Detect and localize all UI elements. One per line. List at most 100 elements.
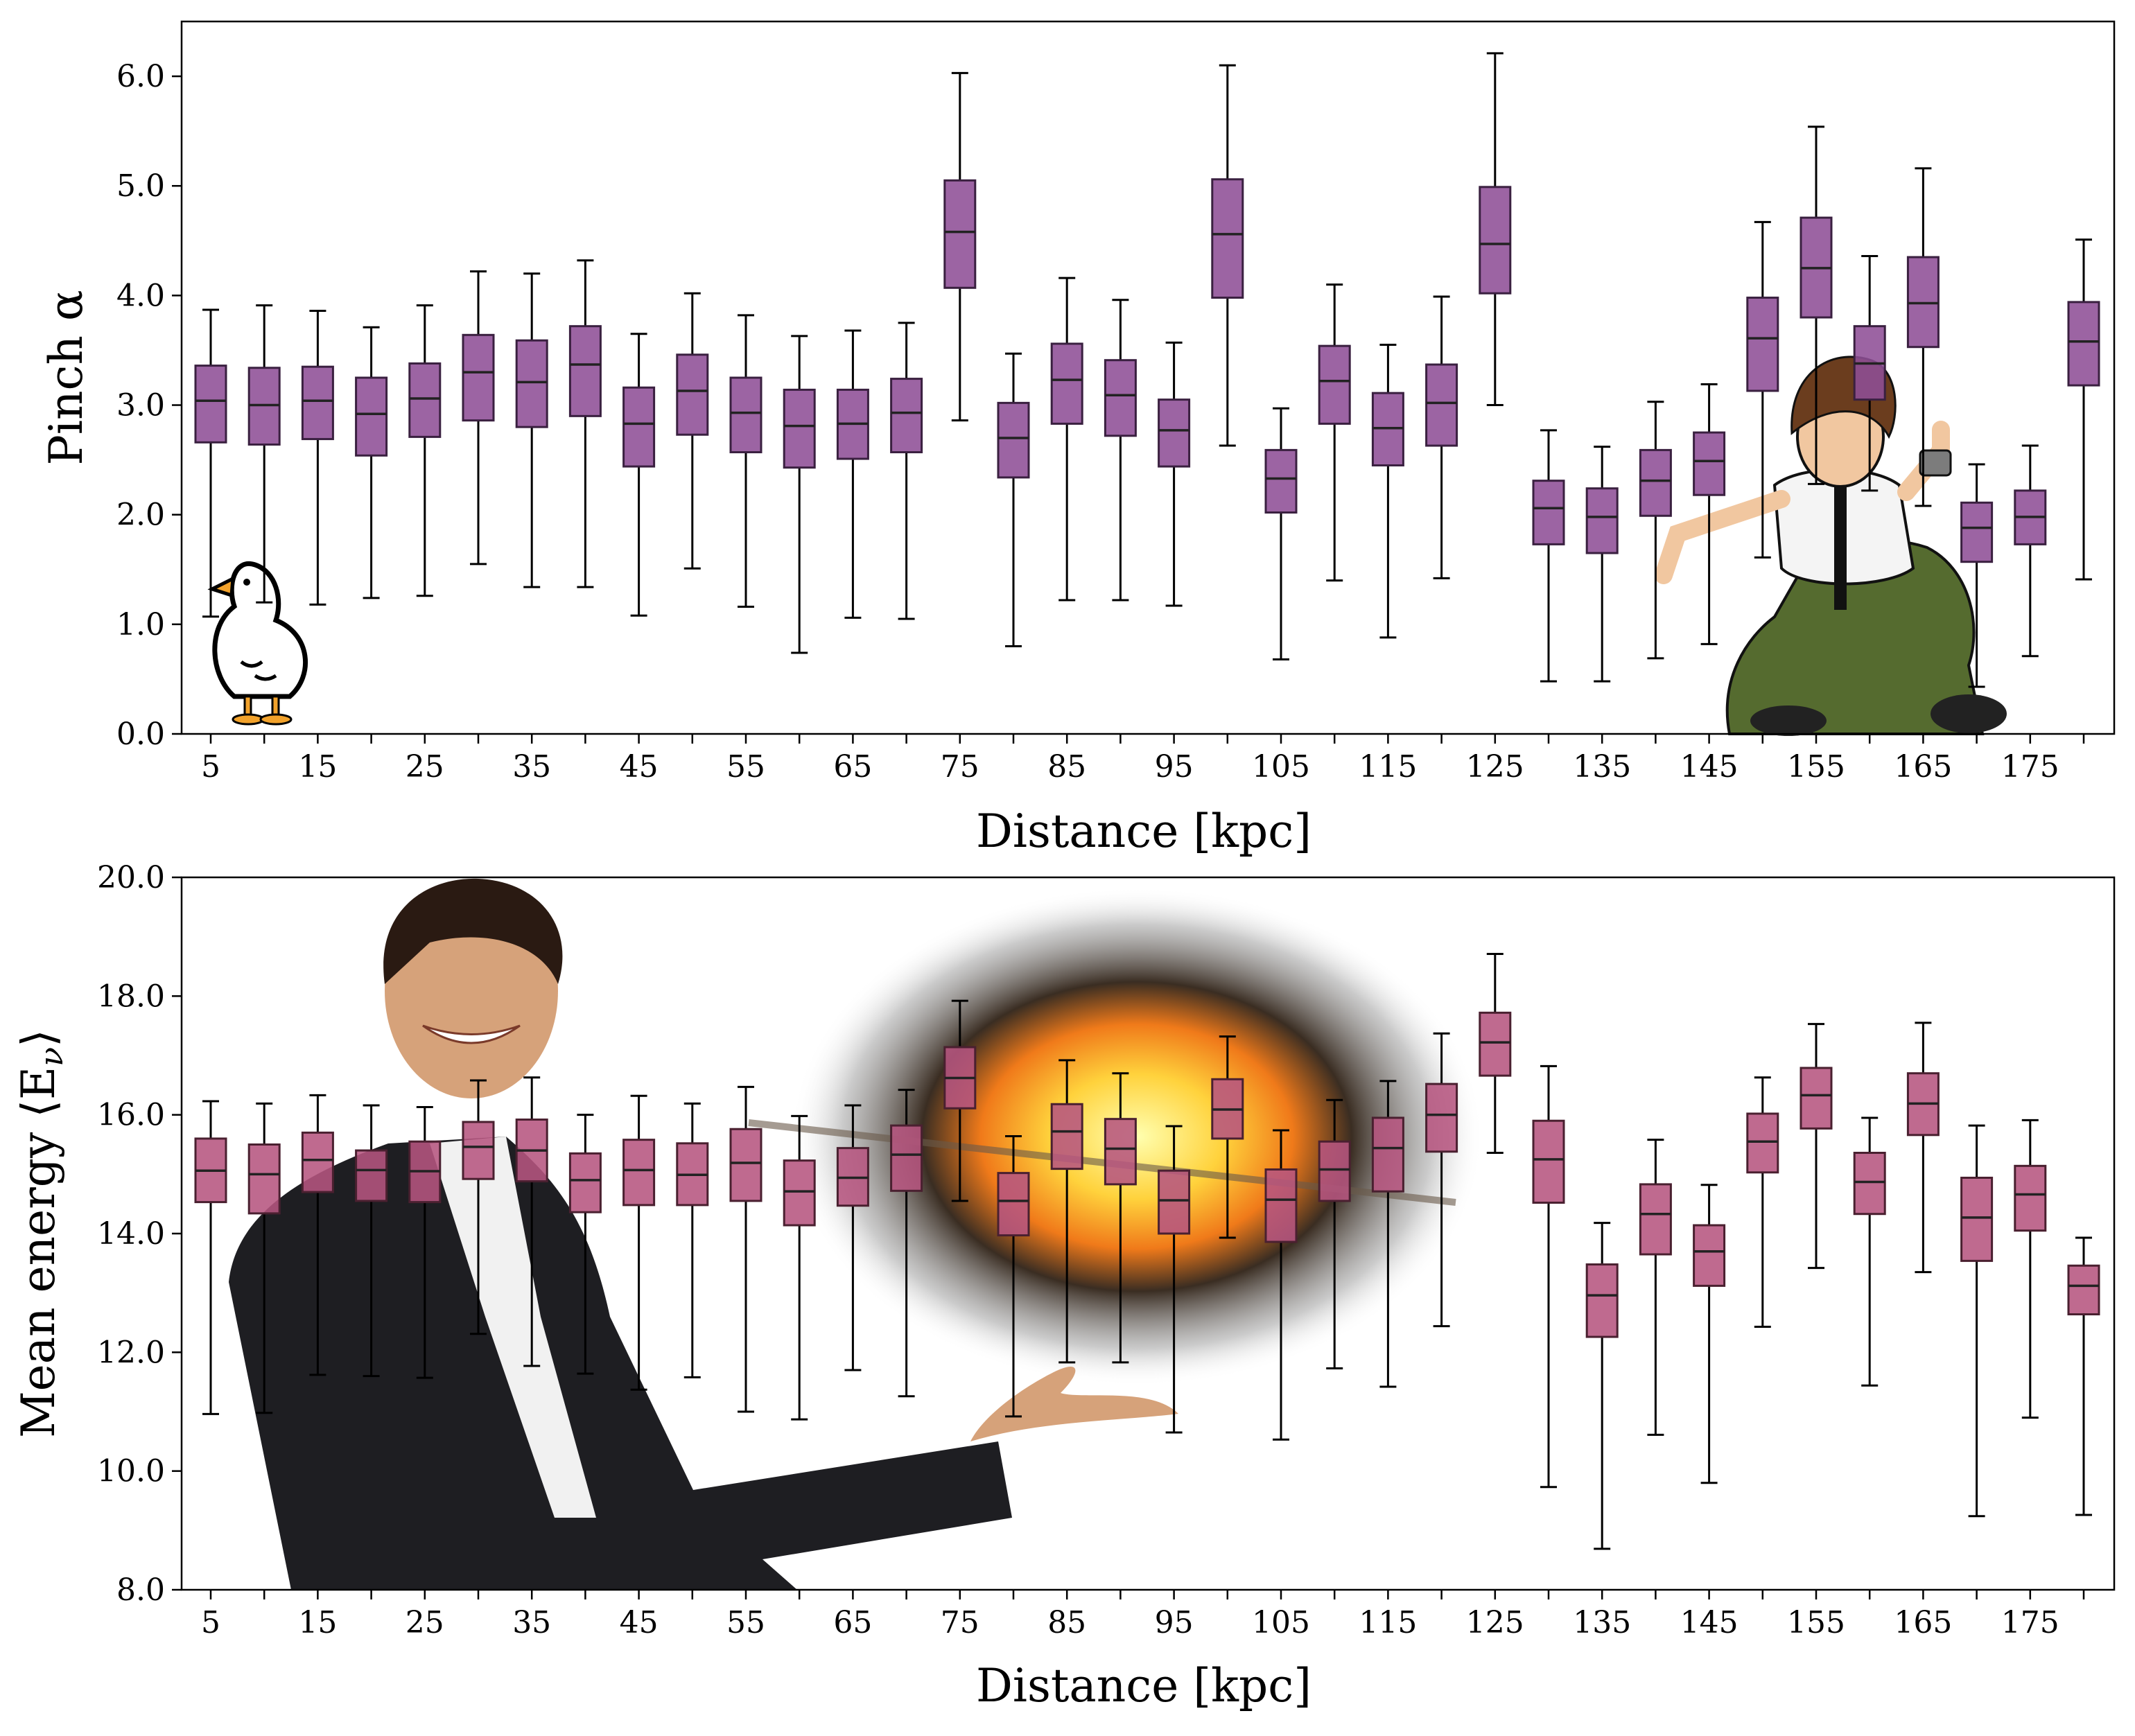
energy-iqr-box — [1585, 1263, 1619, 1338]
energy-boxes — [194, 953, 2100, 1550]
energy-box-60 — [783, 1114, 816, 1421]
energy-x-tick-label: 45 — [620, 1605, 659, 1640]
energy-box-15 — [301, 1094, 334, 1376]
pinch-box-55 — [729, 314, 762, 608]
pinch-iqr-box — [729, 376, 762, 454]
energy-y-tick-label: 18.0 — [97, 979, 165, 1014]
pinch-iqr-box — [2067, 301, 2100, 387]
pinch-box-120 — [1425, 295, 1458, 579]
energy-x-tick-label: 55 — [726, 1605, 765, 1640]
pinch-iqr-box — [1532, 480, 1565, 545]
energy-iqr-box — [1853, 1151, 1886, 1216]
pinch-box-155 — [1800, 125, 1833, 485]
pinch-box-165 — [1906, 167, 1940, 507]
energy-box-90 — [1104, 1072, 1137, 1364]
energy-x-tick-label: 105 — [1252, 1605, 1310, 1640]
pinch-box-35 — [515, 272, 548, 588]
energy-box-30 — [462, 1079, 495, 1335]
pinch-box-10 — [247, 304, 281, 604]
energy-iqr-box — [1050, 1103, 1083, 1171]
energy-y-tick-label: 14.0 — [97, 1216, 165, 1252]
pinch-box-30 — [462, 270, 495, 565]
energy-iqr-box — [1158, 1169, 1191, 1235]
pinch-box-175 — [2014, 444, 2047, 658]
energy-y-tick-label: 12.0 — [97, 1335, 165, 1370]
pinch-box-80 — [997, 352, 1030, 647]
pinch-boxes — [194, 52, 2100, 688]
pinch-iqr-box — [890, 378, 923, 454]
pinch-iqr-box — [997, 401, 1030, 479]
pinch-y-tick-label: 4.0 — [116, 278, 165, 313]
energy-iqr-box — [355, 1149, 388, 1202]
energy-iqr-box — [622, 1139, 656, 1207]
pinch-box-100 — [1211, 64, 1244, 447]
pinch-x-tick-label: 145 — [1680, 749, 1739, 784]
energy-iqr-box — [1318, 1140, 1351, 1202]
pinch-box-140 — [1639, 401, 1672, 660]
pinch-y-tick-label: 6.0 — [116, 59, 165, 94]
pinch-box-150 — [1746, 220, 1779, 559]
pinch-x-tick-label: 95 — [1155, 749, 1194, 784]
energy-iqr-box — [247, 1143, 281, 1215]
energy-y-axis-label: Mean energy ⟨Eν⟩ — [12, 1029, 70, 1438]
pinch-iqr-box — [1104, 359, 1137, 437]
pinch-box-135 — [1585, 446, 1619, 683]
pinch-x-tick-label: 55 — [726, 749, 765, 784]
energy-box-80 — [997, 1135, 1030, 1418]
energy-box-135 — [1585, 1222, 1619, 1550]
pinch-iqr-box — [1158, 398, 1191, 468]
pinch-x-tick-label: 125 — [1466, 749, 1524, 784]
energy-x-tick-label: 85 — [1047, 1605, 1086, 1640]
energy-x-tick-label: 35 — [512, 1605, 551, 1640]
energy-box-175 — [2014, 1119, 2047, 1419]
pinch-x-tick-label: 175 — [2001, 749, 2059, 784]
energy-box-140 — [1639, 1139, 1672, 1436]
energy-iqr-box — [2067, 1264, 2100, 1316]
pinch-iqr-box — [1585, 487, 1619, 554]
energy-box-75 — [943, 999, 977, 1202]
energy-x-tick-label: 165 — [1894, 1605, 1952, 1640]
energy-box-110 — [1318, 1098, 1351, 1369]
pinch-iqr-box — [1264, 448, 1298, 514]
energy-box-100 — [1211, 1035, 1244, 1239]
energy-box-65 — [836, 1104, 869, 1371]
energy-iqr-box — [1746, 1112, 1779, 1174]
pinch-box-25 — [408, 304, 442, 597]
pinch-box-60 — [783, 335, 816, 654]
energy-iqr-box — [890, 1124, 923, 1192]
energy-iqr-box — [1639, 1183, 1672, 1256]
pinch-box-130 — [1532, 429, 1565, 683]
energy-y-tick-label: 20.0 — [97, 860, 165, 895]
energy-x-ticks: 5 15 25 35 45 55 65 75 85 95 105 115 125 135 145 155 165… — [201, 1590, 2085, 1640]
energy-box-10 — [247, 1102, 281, 1414]
pinch-x-tick-label: 105 — [1252, 749, 1310, 784]
pinch-iqr-box — [676, 353, 709, 436]
energy-x-tick-label: 75 — [941, 1605, 979, 1640]
pinch-box-160 — [1853, 254, 1886, 492]
energy-iqr-box — [1371, 1116, 1404, 1193]
pinch-y-axis-label: Pinch α — [40, 290, 93, 465]
pinch-iqr-box — [1318, 344, 1351, 425]
pinch-box-20 — [355, 326, 388, 599]
energy-box-130 — [1532, 1064, 1565, 1489]
energy-iqr-box — [997, 1172, 1030, 1237]
energy-x-tick-label: 175 — [2001, 1605, 2059, 1640]
pinch-iqr-box — [1639, 448, 1672, 517]
energy-box-85 — [1050, 1059, 1083, 1364]
pinch-iqr-box — [408, 362, 442, 438]
pinch-x-tick-label: 35 — [512, 749, 551, 784]
energy-box-165 — [1906, 1022, 1940, 1274]
pinch-box-125 — [1479, 52, 1512, 407]
pinch-box-170 — [1960, 463, 1994, 688]
pinch-box-110 — [1318, 283, 1351, 582]
energy-iqr-box — [1693, 1224, 1726, 1287]
energy-iqr-box — [2014, 1164, 2047, 1232]
energy-y-label-close: ⟩ — [12, 1029, 65, 1047]
energy-x-tick-label: 125 — [1466, 1605, 1524, 1640]
energy-iqr-box — [1479, 1011, 1512, 1077]
pinch-iqr-box — [1050, 342, 1083, 425]
pinch-iqr-box — [1746, 297, 1779, 392]
energy-box-150 — [1746, 1076, 1779, 1328]
energy-x-tick-label: 145 — [1680, 1605, 1739, 1640]
pinch-chart: 0.0 1.0 2.0 3.0 4.0 5.0 6.0 5 15 25 35 45 55 65 75 85 9… — [40, 20, 2116, 858]
